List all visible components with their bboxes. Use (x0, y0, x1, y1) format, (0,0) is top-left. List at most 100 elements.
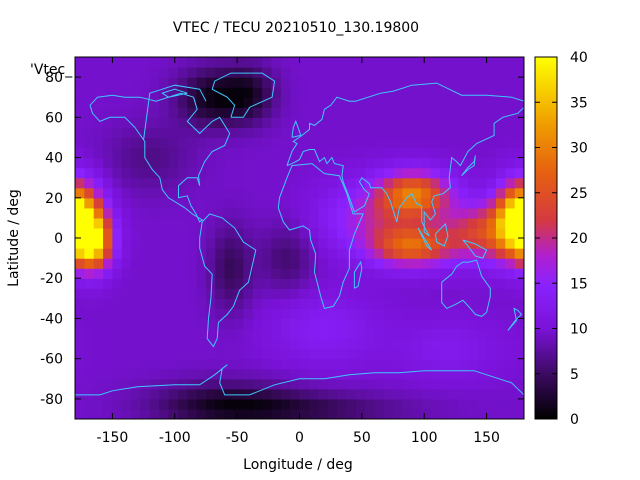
heatmap-cell (318, 157, 329, 169)
heatmap-cell (467, 127, 478, 139)
heatmap-cell (421, 348, 432, 360)
heatmap-cell (75, 57, 85, 68)
heatmap-cell (364, 248, 375, 259)
heatmap-cell (84, 117, 95, 128)
heatmap-cell (121, 187, 132, 199)
heatmap-cell (262, 278, 273, 289)
heatmap-cell (84, 398, 95, 410)
heatmap-cell (131, 197, 142, 209)
heatmap-cell (131, 268, 142, 279)
heatmap-cell (196, 318, 207, 330)
heatmap-cell (215, 187, 226, 199)
heatmap-cell (205, 378, 216, 390)
heatmap-cell (168, 67, 179, 78)
heatmap-cell (336, 107, 347, 118)
heatmap-cell (112, 87, 123, 98)
heatmap-cell (477, 278, 488, 289)
heatmap-cell (234, 238, 244, 249)
heatmap-cell (103, 258, 114, 269)
heatmap-cell (458, 107, 469, 118)
heatmap-cell (215, 258, 226, 269)
heatmap-cell (486, 328, 497, 340)
heatmap-cell (514, 117, 524, 128)
heatmap-cell (290, 398, 301, 410)
heatmap-cell (205, 87, 216, 98)
heatmap-cell (168, 408, 179, 419)
heatmap-cell (215, 328, 226, 340)
heatmap-cell (149, 348, 160, 360)
heatmap-cell (327, 217, 338, 229)
heatmap-cell (280, 147, 291, 159)
heatmap-cell (205, 97, 216, 108)
heatmap-cell (364, 398, 375, 410)
heatmap-cell (103, 157, 114, 169)
heatmap-cell (121, 157, 132, 169)
heatmap-cell (196, 388, 207, 400)
heatmap-cell (486, 248, 497, 259)
heatmap-cell (402, 227, 413, 239)
coastline (277, 163, 364, 309)
heatmap-cell (421, 318, 432, 330)
heatmap-cell (224, 398, 235, 410)
heatmap-cell (168, 107, 179, 118)
heatmap-cell (308, 117, 319, 128)
heatmap-cell (168, 57, 179, 68)
heatmap-cell (159, 288, 170, 299)
heatmap-cell (308, 378, 319, 390)
heatmap-cell (355, 238, 366, 249)
heatmap-cell (93, 328, 104, 340)
heatmap-cell (439, 107, 450, 118)
heatmap-cell (168, 157, 179, 169)
heatmap-cell (467, 87, 478, 98)
heatmap-cell (234, 348, 244, 360)
heatmap-cell (411, 157, 422, 169)
heatmap-cell (187, 97, 198, 108)
heatmap-cell (262, 248, 273, 259)
heatmap-cell (486, 167, 497, 179)
heatmap-cell (149, 137, 160, 149)
heatmap-cell (187, 77, 198, 88)
heatmap-cell (112, 207, 123, 219)
heatmap-cell (290, 318, 301, 330)
heatmap-cell (449, 227, 460, 239)
heatmap-cell (411, 358, 422, 370)
heatmap-cell (458, 298, 469, 309)
heatmap-cell (495, 157, 506, 169)
heatmap-cell (327, 298, 338, 309)
heatmap-cell (271, 248, 282, 259)
heatmap-cell (103, 87, 114, 98)
heatmap-cell (103, 187, 114, 199)
heatmap-cell (467, 288, 478, 299)
heatmap-cell (477, 258, 488, 269)
heatmap-cell (308, 67, 319, 78)
heatmap-cell (140, 207, 151, 219)
heatmap-cell (383, 318, 394, 330)
heatmap-cell (477, 217, 488, 229)
heatmap-cell (383, 227, 394, 239)
heatmap-cell (458, 197, 469, 209)
heatmap-cell (243, 87, 254, 98)
heatmap-cell (346, 368, 357, 380)
heatmap-cell (505, 238, 516, 249)
heatmap-cell (290, 107, 301, 118)
heatmap-cell (393, 358, 403, 370)
heatmap-cell (411, 187, 422, 199)
heatmap-cell (290, 157, 301, 169)
heatmap-cell (234, 87, 244, 98)
heatmap-cell (486, 318, 497, 330)
heatmap-cell (187, 147, 198, 159)
coastlines (75, 72, 524, 396)
heatmap-cell (252, 207, 263, 219)
heatmap-cell (430, 258, 441, 269)
heatmap-cell (421, 97, 432, 108)
heatmap-cell (234, 368, 244, 380)
heatmap-cell (290, 177, 301, 189)
heatmap-cell (177, 378, 188, 390)
heatmap-cell (477, 288, 488, 299)
heatmap-cell (149, 197, 160, 209)
heatmap-cell (84, 348, 95, 360)
heatmap-cell (430, 308, 441, 320)
y-tick-label: -60 (40, 352, 63, 368)
heatmap-cell (383, 388, 394, 400)
